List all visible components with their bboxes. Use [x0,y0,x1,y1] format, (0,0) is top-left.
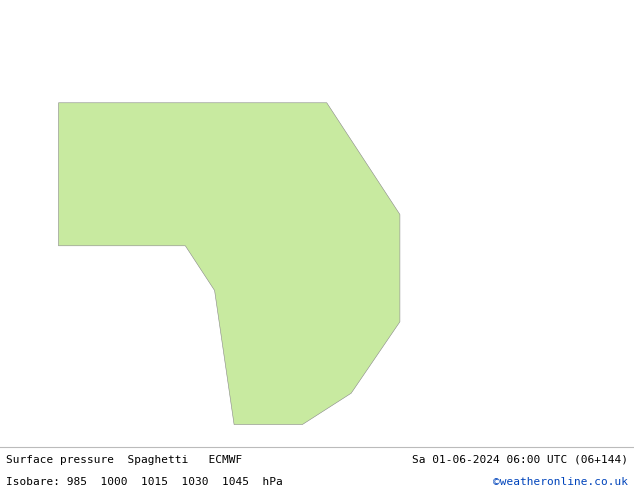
Text: Isobare: 985  1000  1015  1030  1045  hPa: Isobare: 985 1000 1015 1030 1045 hPa [6,477,283,487]
Text: ©weatheronline.co.uk: ©weatheronline.co.uk [493,477,628,487]
Polygon shape [58,103,400,424]
Text: Surface pressure  Spaghetti   ECMWF: Surface pressure Spaghetti ECMWF [6,455,243,465]
Text: Sa 01-06-2024 06:00 UTC (06+144): Sa 01-06-2024 06:00 UTC (06+144) [411,455,628,465]
